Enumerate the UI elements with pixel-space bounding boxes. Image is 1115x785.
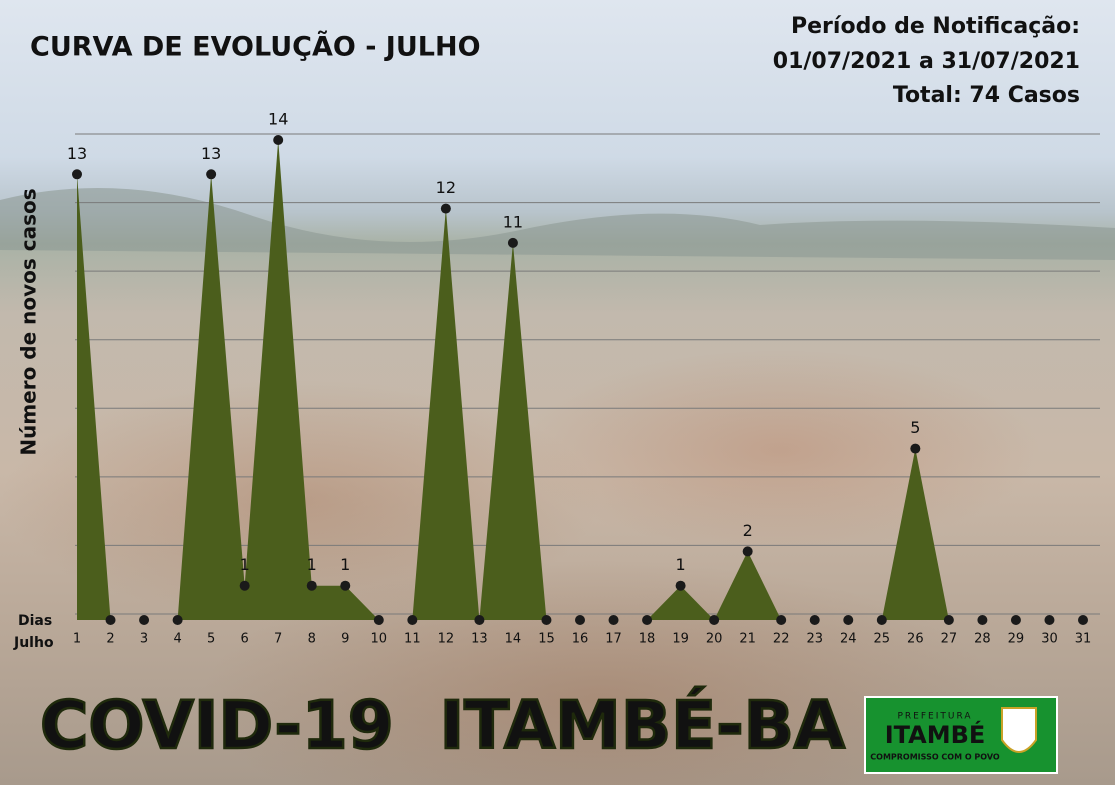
marker: [675, 580, 686, 591]
data-label: 11: [503, 212, 523, 231]
marker: [943, 615, 954, 625]
note: Período de Notificação:: [791, 14, 1080, 39]
marker: [776, 615, 787, 625]
x-axis-label: Dias: [18, 613, 52, 629]
x-tick-label: 6: [241, 632, 249, 647]
area: [77, 140, 1083, 620]
x-tick-label: 19: [672, 632, 689, 647]
marker: [139, 615, 150, 625]
x-tick-label: 28: [974, 632, 991, 647]
x-tick-label: 12: [438, 632, 455, 647]
marker: [105, 615, 116, 625]
x-tick-label: 22: [773, 632, 790, 647]
x-tick-label: 9: [341, 632, 349, 647]
marker: [72, 169, 82, 180]
marker: [206, 169, 217, 180]
x-tick-label: 27: [941, 632, 958, 647]
x-tick-label: 2: [106, 632, 114, 647]
marker: [977, 615, 988, 625]
x-tick-label: 31: [1075, 632, 1092, 647]
banner: COVID-19 ITAMBÉ-BA: [40, 686, 845, 764]
marker: [608, 615, 619, 625]
x-tick-label: 25: [874, 632, 891, 647]
data-label: 1: [676, 555, 686, 574]
marker: [1078, 615, 1088, 625]
marker: [273, 135, 284, 145]
data-label: 5: [910, 418, 920, 437]
x-tick-label: 26: [907, 632, 924, 647]
x-tick-label: 15: [538, 632, 555, 647]
marker: [440, 203, 451, 214]
marker: [1044, 615, 1055, 625]
marker: [172, 615, 183, 625]
marker: [474, 615, 485, 625]
data-label: 14: [268, 110, 288, 129]
marker: [1010, 615, 1021, 625]
data-label: 1: [307, 555, 317, 574]
marker: [507, 237, 518, 248]
x-tick-label: 14: [505, 632, 522, 647]
x-tick-label: 16: [572, 632, 589, 647]
x-tick-label: 4: [173, 632, 181, 647]
data-label: 2: [743, 521, 753, 540]
marker: [809, 615, 820, 625]
x-tick-label: 5: [207, 632, 215, 647]
marker: [910, 443, 921, 454]
marker: [709, 615, 720, 625]
x-tick-label: 20: [706, 632, 723, 647]
x-tick-label: 17: [605, 632, 622, 647]
marker: [876, 615, 887, 625]
marker: [407, 615, 418, 625]
data-label: 13: [201, 144, 221, 163]
x-tick-label: 7: [274, 632, 282, 647]
y-axis-label: Número de novos casos: [17, 188, 41, 455]
marker: [340, 580, 351, 591]
marker: [373, 615, 384, 625]
logo-top: PREFEITURA: [897, 712, 972, 722]
marker: [742, 546, 753, 557]
x-axis-label: Julho: [13, 635, 54, 651]
data-label: 12: [436, 178, 456, 197]
x-tick-label: 21: [739, 632, 756, 647]
note: 01/07/2021 a 31/07/2021: [773, 49, 1080, 74]
marker: [843, 615, 854, 625]
logo-name: ITAMBÉ: [885, 720, 986, 749]
data-label: 13: [67, 144, 87, 163]
x-tick-label: 10: [371, 632, 388, 647]
logo-seal: [1001, 707, 1037, 753]
x-tick-label: 18: [639, 632, 656, 647]
x-tick-label: 8: [308, 632, 316, 647]
x-tick-label: 1: [73, 632, 81, 647]
x-tick-label: 24: [840, 632, 857, 647]
marker: [642, 615, 653, 625]
marker: [306, 580, 317, 591]
x-tick-label: 23: [806, 632, 823, 647]
hills: [0, 188, 1115, 260]
x-tick-label: 29: [1008, 632, 1025, 647]
note: Total: 74 Casos: [893, 83, 1080, 108]
x-tick-label: 11: [404, 632, 421, 647]
marker: [541, 615, 552, 625]
marker: [239, 580, 250, 591]
x-tick-label: 13: [471, 632, 488, 647]
marker: [575, 615, 585, 625]
x-tick-label: 3: [140, 632, 148, 647]
data-label: 1: [340, 555, 350, 574]
chart-title: CURVA DE EVOLUÇÃO - JULHO: [30, 31, 481, 63]
logo-motto: COMPROMISSO COM O POVO: [870, 753, 1000, 762]
x-tick-label: 30: [1041, 632, 1058, 647]
data-label: 1: [240, 555, 250, 574]
